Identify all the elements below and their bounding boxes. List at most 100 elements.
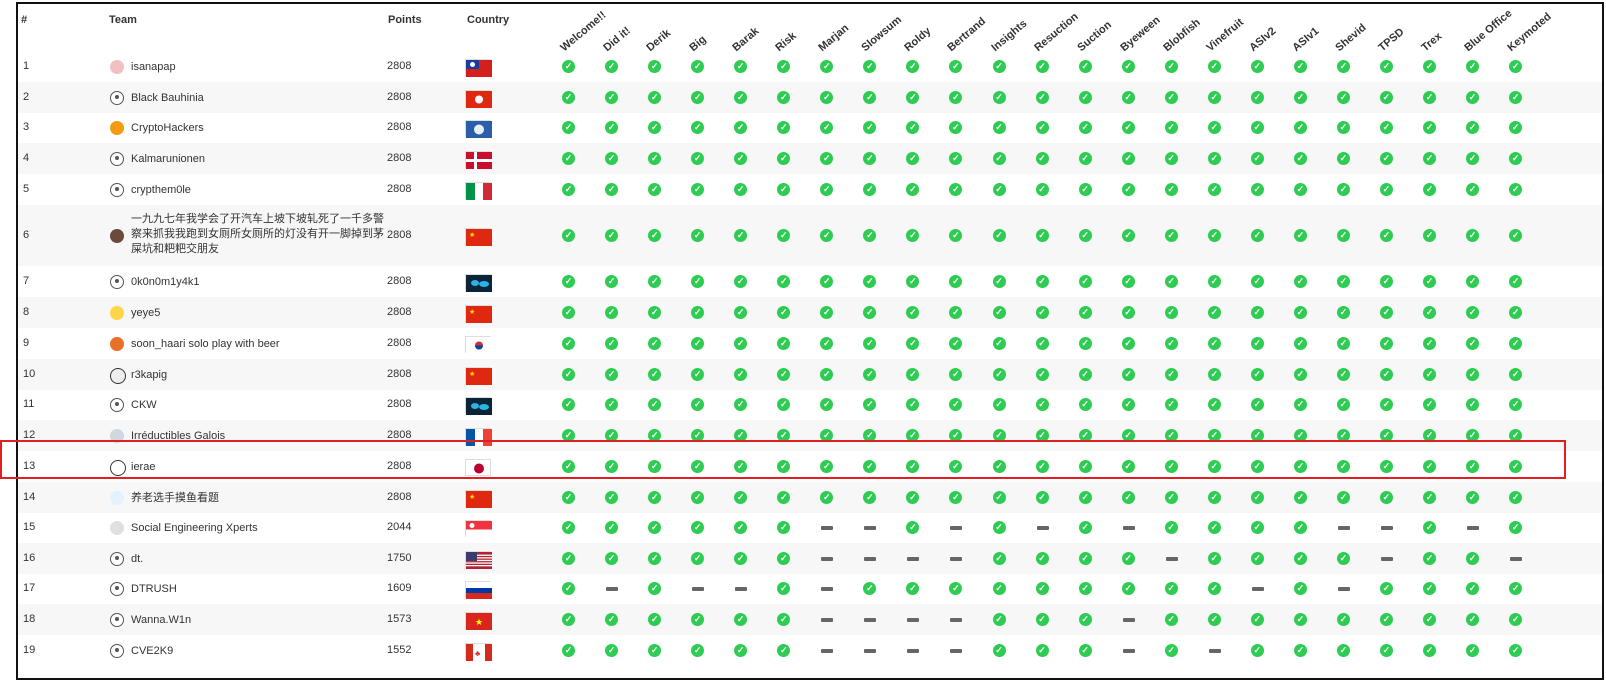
challenge-header[interactable]: Slowsum (859, 13, 905, 55)
solved-check-icon: ✓ (1035, 551, 1049, 565)
country-flag-icon (465, 458, 491, 476)
challenge-header[interactable]: Byeween (1117, 14, 1163, 54)
challenge-header[interactable]: Roldy (902, 25, 934, 54)
solved-check-icon: ✓ (992, 520, 1006, 534)
solved-check-icon: ✓ (1078, 397, 1092, 411)
challenge-header[interactable]: Welcome!! (558, 9, 609, 54)
solved-check-icon: ✓ (734, 428, 748, 442)
challenge-header[interactable]: Derik (644, 27, 674, 54)
challenge-header[interactable]: Bertrand (945, 15, 989, 54)
solved-check-icon: ✓ (1035, 228, 1049, 242)
solved-check-icon: ✓ (1121, 305, 1135, 319)
team-name-link[interactable]: crypthem0le (131, 183, 191, 196)
solved-check-icon: ✓ (1466, 428, 1480, 442)
rank-cell: 5 (23, 182, 30, 195)
solved-check-icon: ✓ (1336, 397, 1350, 411)
challenge-header[interactable]: Barak (730, 25, 762, 54)
solved-check-icon: ✓ (949, 428, 963, 442)
team-name-link[interactable]: DTRUSH (131, 582, 177, 595)
points-header[interactable]: Points (388, 14, 422, 26)
solved-check-icon: ✓ (734, 459, 748, 473)
team-name-link[interactable]: isanapap (131, 60, 176, 73)
solved-check-icon: ✓ (1121, 90, 1135, 104)
solved-check-icon: ✓ (648, 90, 662, 104)
solved-check-icon: ✓ (1466, 274, 1480, 288)
team-name-link[interactable]: CryptoHackers (131, 121, 204, 134)
solved-check-icon: ✓ (1164, 59, 1178, 73)
challenge-header[interactable]: Resuction (1031, 10, 1081, 54)
solved-check-icon: ✓ (1164, 274, 1178, 288)
challenge-header[interactable]: Suction (1074, 18, 1114, 54)
team-name-link[interactable]: 养老选手摸鱼看题 (131, 491, 219, 504)
team-name-link[interactable]: soon_haari solo play with beer (131, 337, 280, 350)
table-row: 6 一九九七年我学会了开汽车上坡下坡轧死了一千多警察来抓我我跑到女厕所女厕所的灯没… (18, 205, 1602, 266)
solved-check-icon: ✓ (734, 120, 748, 134)
solved-check-icon: ✓ (1035, 151, 1049, 165)
team-name-link[interactable]: 一九九七年我学会了开汽车上坡下坡轧死了一千多警察来抓我我跑到女厕所女厕所的灯没有… (131, 213, 384, 255)
solved-check-icon: ✓ (1078, 182, 1092, 196)
solved-check-icon: ✓ (1164, 151, 1178, 165)
solved-check-icon: ✓ (992, 59, 1006, 73)
team-name-link[interactable]: Kalmarunionen (131, 152, 205, 165)
country-header[interactable]: Country (467, 14, 510, 26)
points-cell: 2808 (387, 274, 412, 287)
challenge-header[interactable]: Shevid (1333, 21, 1369, 54)
team-name-link[interactable]: CKW (131, 398, 157, 411)
unsolved-dash-icon (1208, 648, 1221, 653)
solved-check-icon: ✓ (777, 551, 791, 565)
solved-check-icon: ✓ (562, 397, 575, 411)
team-name-link[interactable]: r3kapig (131, 368, 168, 381)
unsolved-dash-icon (864, 648, 877, 653)
solved-check-icon: ✓ (1207, 182, 1221, 196)
rank-cell: 2 (23, 90, 30, 103)
solved-check-icon: ✓ (562, 90, 575, 104)
unsolved-dash-icon (1380, 556, 1393, 561)
challenge-header[interactable]: ASIv2 (1247, 25, 1279, 54)
solved-check-icon: ✓ (1466, 305, 1480, 319)
challenge-header[interactable]: Blobfish (1160, 16, 1203, 54)
team-name-link[interactable]: 0k0n0m1y4k1 (131, 275, 200, 288)
challenge-header[interactable]: Insights (988, 17, 1029, 54)
solved-check-icon: ✓ (1293, 643, 1307, 657)
solved-check-icon: ✓ (992, 336, 1006, 350)
user-icon (110, 643, 124, 658)
team-name-link[interactable]: CVE2K9 (131, 644, 174, 657)
team-name-link[interactable]: yeye5 (131, 306, 161, 319)
solved-check-icon: ✓ (605, 643, 619, 657)
challenge-header[interactable]: TPSD (1376, 25, 1407, 54)
solved-check-icon: ✓ (1250, 428, 1264, 442)
solved-check-icon: ✓ (1509, 182, 1523, 196)
table-row: 2 Black Bauhinia 2808 ✓ ✓ ✓ ✓ ✓ ✓ ✓ ✓ ✓ ✓ ✓ ✓ ✓ ✓ ✓ ✓ ✓ ✓ ✓ ✓ ✓… (18, 82, 1602, 113)
team-header[interactable]: Team (109, 14, 137, 26)
solved-check-icon: ✓ (734, 551, 748, 565)
team-name-link[interactable]: Irréductibles Galois (131, 429, 226, 442)
team-name-link[interactable]: Wanna.W1n (131, 613, 192, 626)
solved-check-icon: ✓ (605, 151, 619, 165)
solved-check-icon: ✓ (1035, 59, 1049, 73)
solved-check-icon: ✓ (562, 520, 575, 534)
solved-check-icon: ✓ (777, 459, 791, 473)
country-flag-icon: ♣ (465, 642, 492, 661)
solved-check-icon: ✓ (820, 459, 834, 473)
solved-check-icon: ✓ (605, 336, 619, 350)
svg-text:♣: ♣ (475, 649, 481, 658)
challenge-header[interactable]: Did it! (601, 24, 633, 54)
solved-check-icon: ✓ (992, 397, 1006, 411)
solved-check-icon: ✓ (1164, 643, 1178, 657)
team-name-link[interactable]: dt. (131, 552, 144, 565)
team-name-link[interactable]: Social Engineering Xperts (131, 521, 258, 534)
solved-check-icon: ✓ (1336, 59, 1350, 73)
team-name-link[interactable]: Black Bauhinia (131, 91, 204, 104)
solved-check-icon: ✓ (1293, 612, 1307, 626)
team-name-link[interactable]: ierae (131, 460, 156, 473)
country-flag-icon (465, 335, 492, 354)
solved-check-icon: ✓ (1466, 90, 1480, 104)
unsolved-dash-icon (1036, 525, 1049, 530)
solved-check-icon: ✓ (691, 551, 705, 565)
challenge-header[interactable]: Marjan (816, 22, 852, 54)
solved-check-icon: ✓ (777, 428, 791, 442)
solved-check-icon: ✓ (820, 274, 834, 288)
challenge-header[interactable]: ASIv1 (1290, 25, 1322, 54)
challenge-header[interactable]: Vinefruit (1204, 16, 1246, 54)
solved-check-icon: ✓ (1078, 551, 1092, 565)
